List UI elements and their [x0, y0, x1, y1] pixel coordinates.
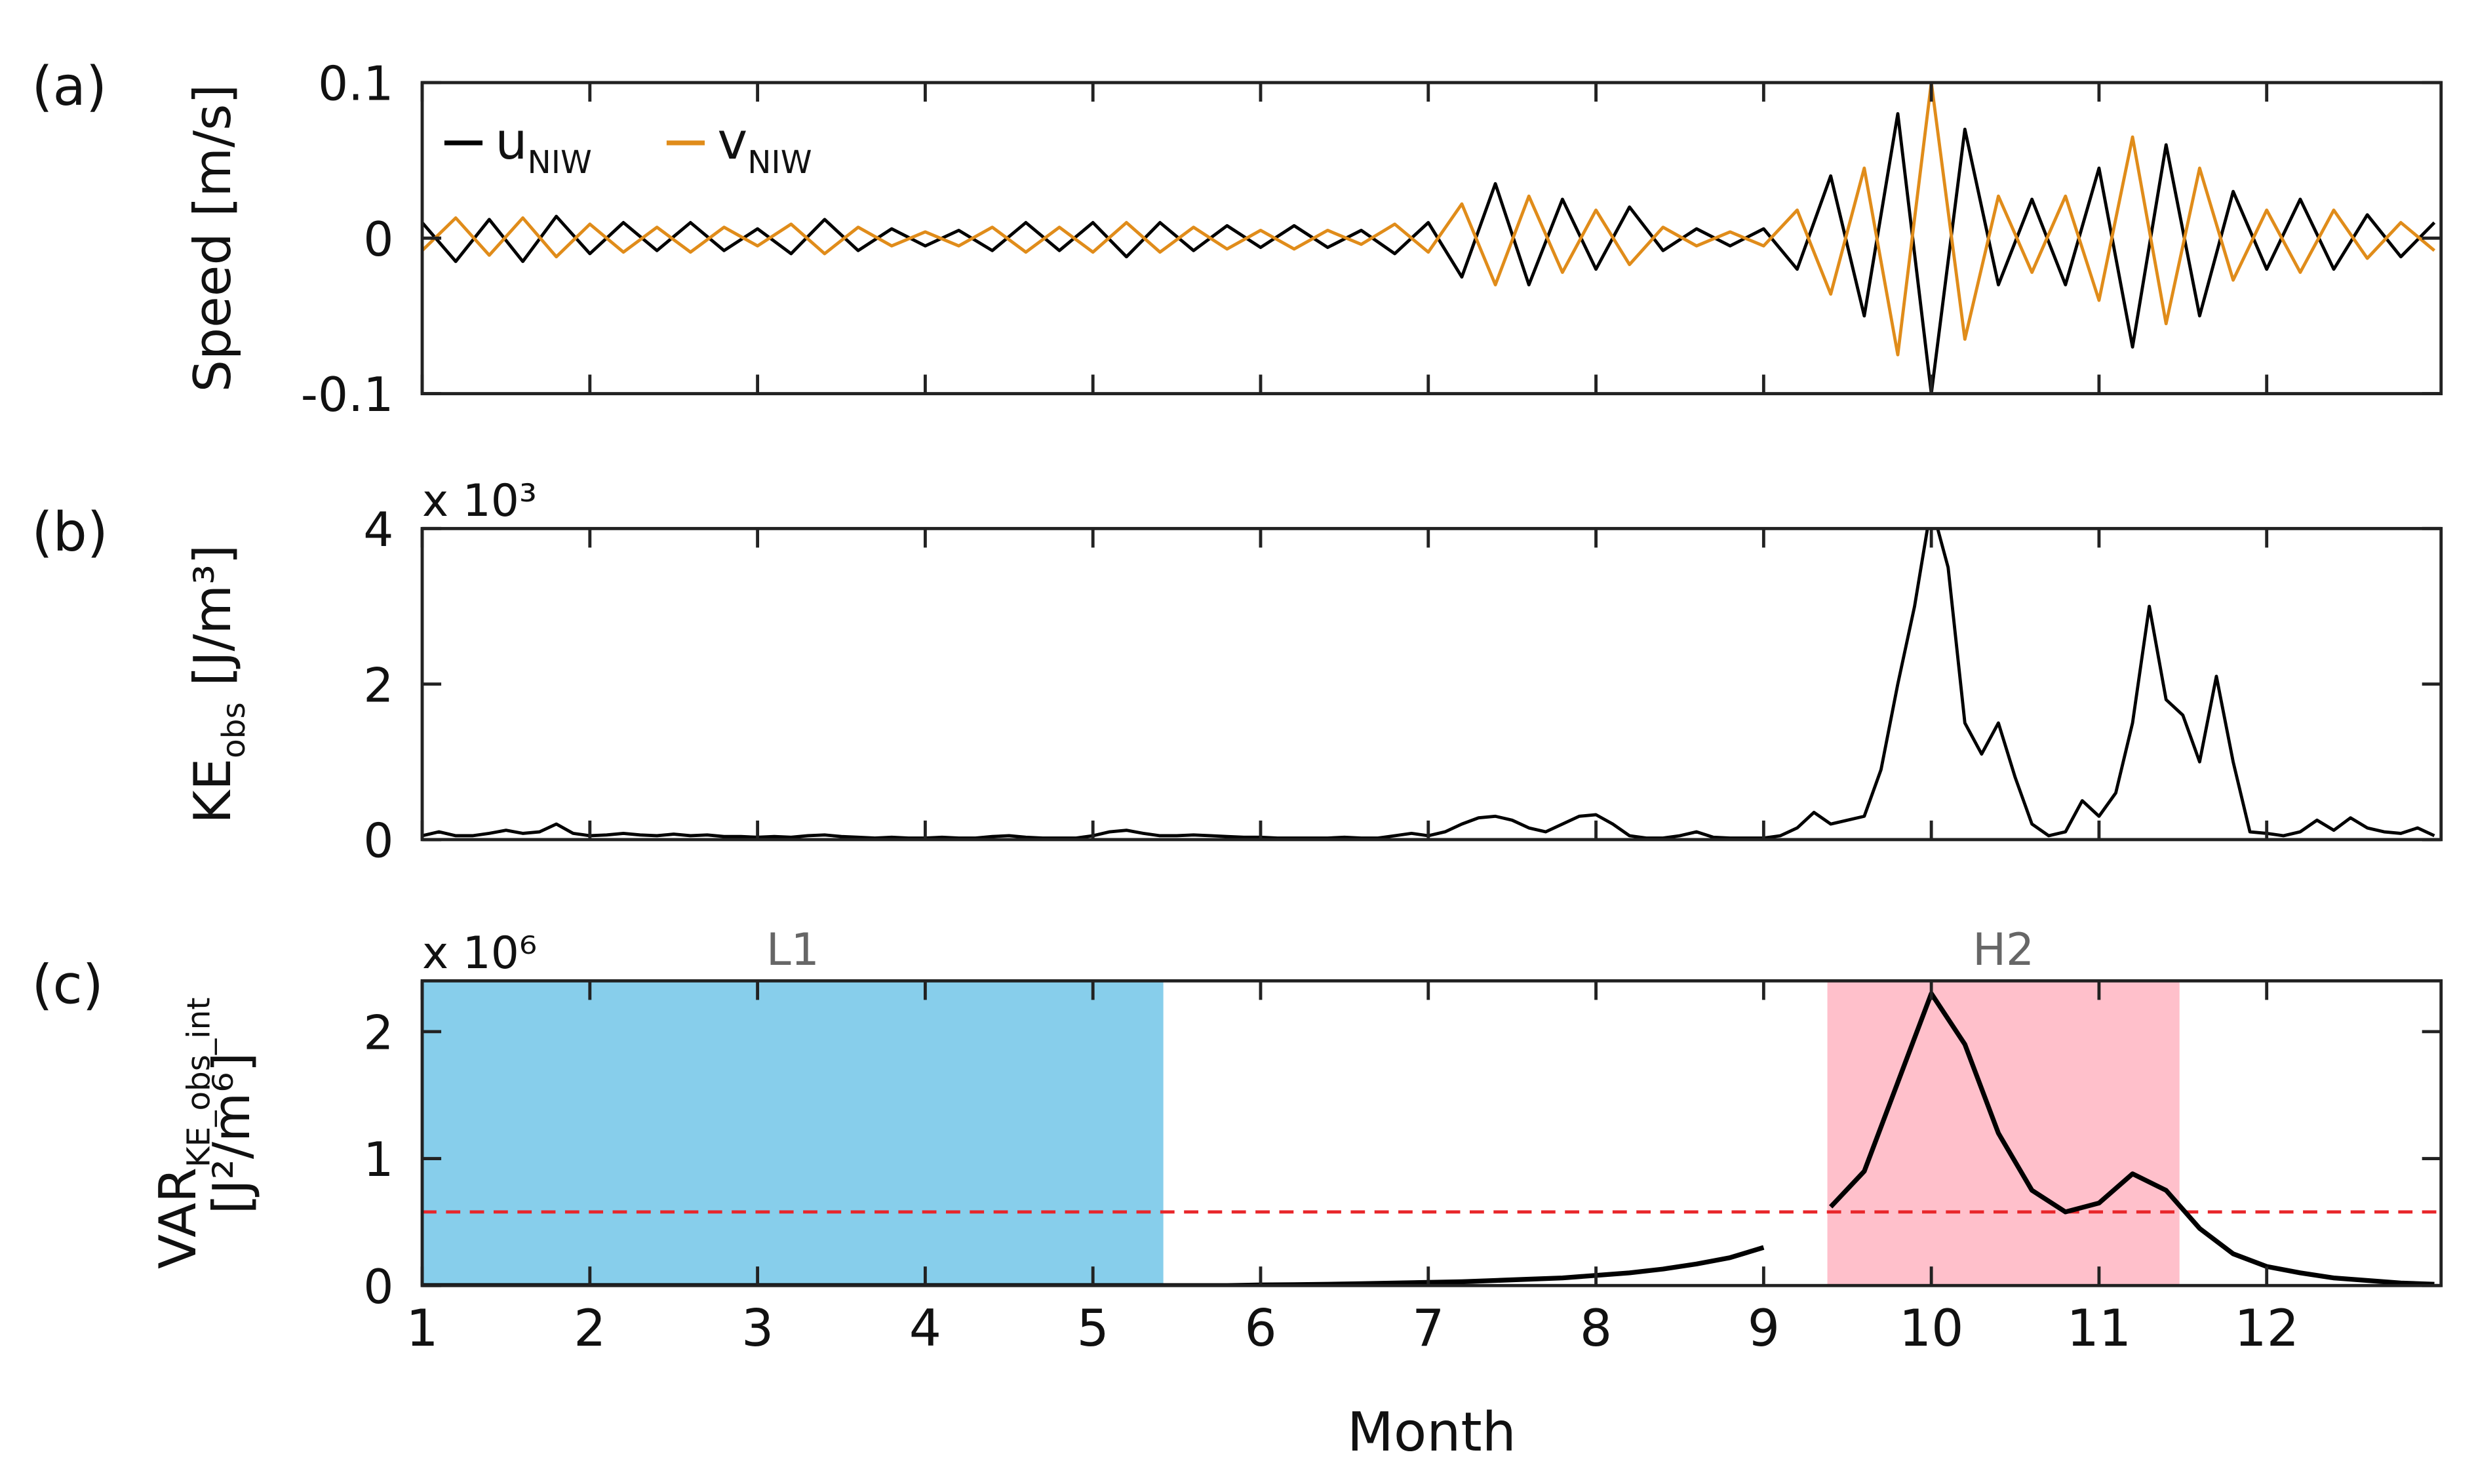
x-tick-label: 8: [1580, 1299, 1612, 1358]
y-axis-label: [J²/m⁶]: [203, 1052, 262, 1214]
y-tick-label: 0.1: [318, 57, 393, 112]
y-axis-label: KEobs [J/m³]: [184, 545, 252, 824]
legend-name: v: [717, 112, 747, 171]
axis-multiplier: x 10³: [422, 475, 537, 526]
x-axis-label: Month: [1347, 1401, 1516, 1464]
region-label: L1: [766, 924, 819, 975]
y-tick-label: 0: [363, 814, 393, 869]
x-tick-label: 11: [2067, 1299, 2132, 1358]
series-line: [422, 83, 2436, 357]
x-tick-label: 9: [1748, 1299, 1780, 1358]
axis-multiplier: x 10⁶: [422, 927, 537, 979]
legend-sub: NIW: [528, 144, 592, 181]
y-tick-label: 2: [363, 658, 393, 713]
y-tick-label: 1: [363, 1133, 393, 1188]
x-tick-label: 6: [1244, 1299, 1276, 1358]
series-line: [422, 528, 2435, 840]
plot-frame: [420, 979, 2443, 1287]
region: [422, 981, 1164, 1286]
y-tick-label: 4: [363, 503, 393, 558]
y-tick-label: -0.1: [301, 368, 394, 423]
region-label: H2: [1973, 924, 2034, 975]
x-tick-label: 1: [406, 1299, 438, 1358]
y-tick-label: 2: [363, 1006, 393, 1061]
legend-label: uNIW: [495, 112, 591, 181]
legend-label: vNIW: [717, 112, 812, 181]
x-tick-label: 12: [2234, 1299, 2299, 1358]
panel-label: (c): [31, 954, 103, 1016]
y-axis-label: VARKE_obs_int: [149, 998, 218, 1269]
y-axis-label-part: [J²/m⁶]: [203, 1052, 262, 1214]
legend-sub: NIW: [747, 144, 812, 181]
panel-label: (a): [31, 56, 107, 118]
y-axis-label-part: VAR: [149, 1167, 208, 1269]
x-tick-label: 7: [1412, 1299, 1444, 1358]
panel-label: (b): [31, 501, 108, 564]
x-tick-label: 4: [909, 1299, 941, 1358]
y-axis-label-part: KE: [184, 758, 243, 824]
y-axis-label: Speed [m/s]: [184, 84, 243, 392]
x-tick-label: 10: [1899, 1299, 1964, 1358]
legend-name: u: [495, 112, 527, 171]
y-tick-label: 0: [363, 212, 393, 267]
y-axis-label-part: KE_obs_int: [181, 998, 218, 1167]
y-axis-label-part: obs: [216, 702, 252, 758]
x-tick-label: 3: [741, 1299, 774, 1358]
y-tick-label: 0: [363, 1260, 393, 1315]
x-tick-label: 5: [1077, 1299, 1109, 1358]
y-axis-label-part: Speed [m/s]: [184, 84, 243, 392]
series-line: [422, 112, 2436, 394]
x-tick-label: 2: [574, 1299, 606, 1358]
region: [1827, 981, 2180, 1286]
y-axis-label-part: [J/m³]: [184, 545, 243, 703]
